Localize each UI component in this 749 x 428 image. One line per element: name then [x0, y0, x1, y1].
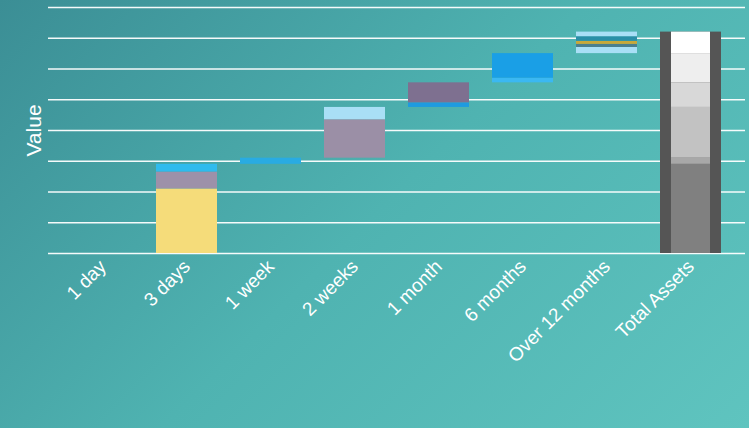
- svg-text:6 months: 6 months: [460, 256, 530, 326]
- svg-text:1 day: 1 day: [62, 255, 110, 303]
- svg-text:3 days: 3 days: [140, 256, 194, 310]
- svg-text:Over 12 months: Over 12 months: [504, 256, 614, 366]
- svg-text:1 week: 1 week: [221, 255, 279, 313]
- svg-text:2 weeks: 2 weeks: [298, 256, 362, 320]
- svg-text:Value: Value: [22, 104, 45, 156]
- svg-text:1 month: 1 month: [383, 256, 446, 319]
- svg-text:Total Assets: Total Assets: [612, 256, 699, 343]
